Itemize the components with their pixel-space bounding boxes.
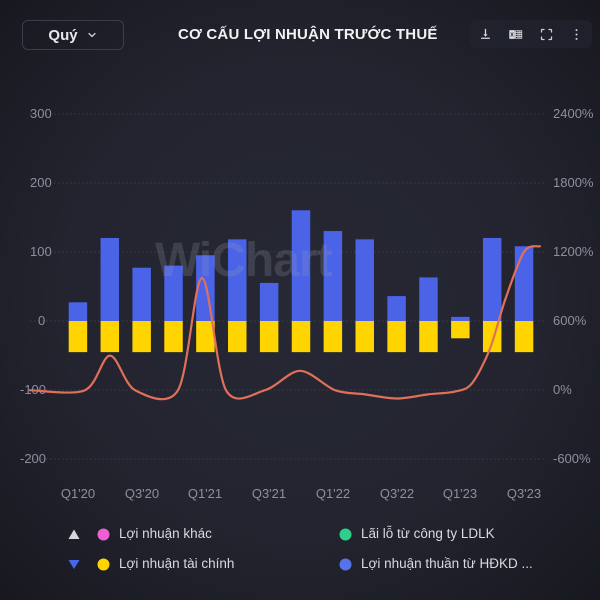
svg-text:-200: -200 (20, 451, 46, 466)
svg-text:1800%: 1800% (553, 175, 594, 190)
svg-text:Q3'22: Q3'22 (380, 486, 414, 501)
svg-text:Q1'23: Q1'23 (443, 486, 477, 501)
svg-text:2400%: 2400% (553, 106, 594, 121)
svg-text:Q1'22: Q1'22 (316, 486, 350, 501)
svg-text:0%: 0% (553, 382, 572, 397)
svg-text:100: 100 (30, 244, 52, 259)
svg-text:600%: 600% (553, 313, 587, 328)
svg-text:Q3'21: Q3'21 (252, 486, 286, 501)
svg-text:300: 300 (30, 106, 52, 121)
svg-text:Q1'21: Q1'21 (188, 486, 222, 501)
svg-text:Q3'20: Q3'20 (125, 486, 159, 501)
svg-text:Q3'23: Q3'23 (507, 486, 541, 501)
svg-text:Q1'20: Q1'20 (61, 486, 95, 501)
svg-text:0: 0 (38, 313, 45, 328)
svg-text:1200%: 1200% (553, 244, 594, 259)
svg-text:200: 200 (30, 175, 52, 190)
svg-text:-600%: -600% (553, 451, 591, 466)
